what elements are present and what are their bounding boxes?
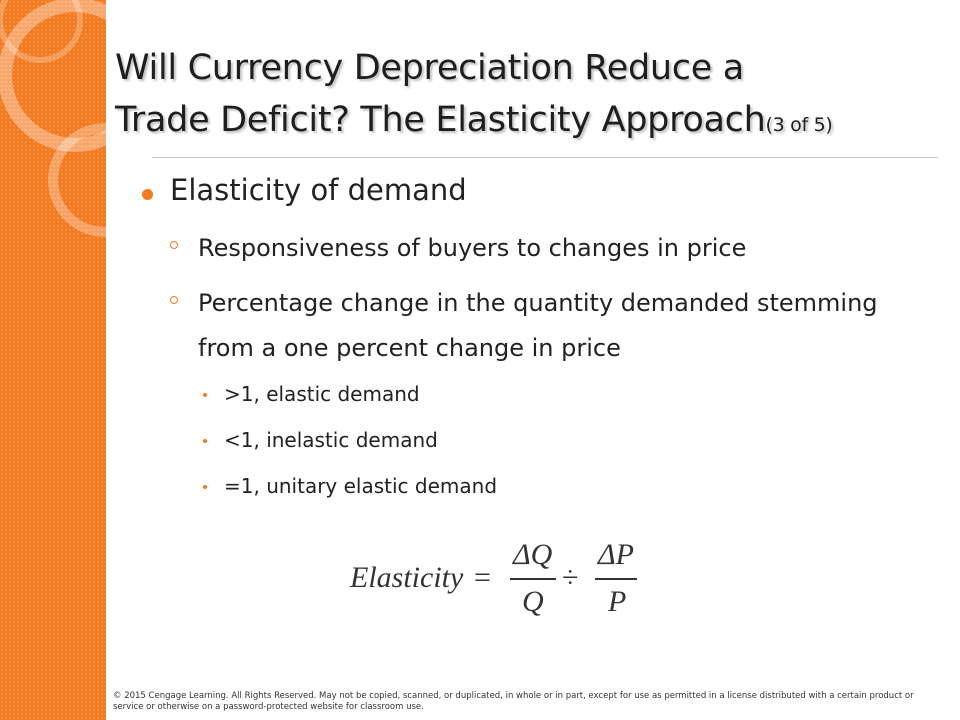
fraction-line	[595, 578, 637, 580]
bullet-marker	[203, 485, 207, 489]
bullet-l3: >1, elastic demand	[224, 382, 420, 406]
bullet-marker	[170, 296, 178, 304]
formula-numerator: ΔQ	[513, 538, 553, 571]
bullet-l2: Percentage change in the quantity demand…	[198, 289, 878, 362]
bullet-marker	[203, 439, 207, 443]
title-line: Will Currency Depreciation Reduce a	[115, 48, 744, 88]
formula-operator: ÷	[562, 561, 579, 594]
formula-numerator: ΔP	[598, 538, 634, 571]
formula-equals: =	[474, 561, 491, 594]
formula-lhs: Elasticity	[350, 561, 464, 594]
bullet-marker	[170, 241, 178, 249]
bullet-l1: Elasticity of demand	[170, 173, 467, 207]
bullet-marker	[203, 393, 207, 397]
fraction-line	[510, 578, 556, 580]
bullet-marker	[142, 189, 153, 200]
footer: © 2015 Cengage Learning. All Rights Rese…	[113, 691, 914, 712]
decor-circles	[0, 0, 162, 237]
bullet-l2: Responsiveness of buyers to changes in p…	[198, 234, 747, 262]
title-suffix: (3 of 5)	[765, 114, 833, 136]
side-bar	[0, 0, 106, 720]
title-rule	[152, 157, 938, 158]
formula-denominator: P	[608, 585, 627, 618]
bullet-l3: <1, inelastic demand	[224, 428, 438, 452]
formula-denominator: Q	[522, 585, 544, 618]
title-line: Trade Deficit? The Elasticity Approach(3…	[115, 100, 833, 140]
title-text: Trade Deficit? The Elasticity Approach	[115, 100, 766, 140]
bullet-l3: =1, unitary elastic demand	[224, 474, 498, 498]
